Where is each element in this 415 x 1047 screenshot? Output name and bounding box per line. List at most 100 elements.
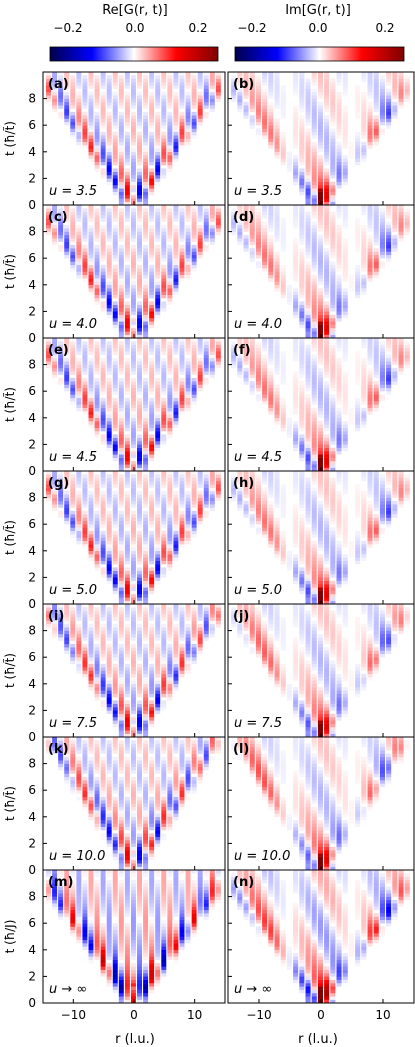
heatmap-cell [137, 574, 142, 578]
heatmap-cell [324, 118, 330, 123]
heatmap-cell [336, 238, 342, 242]
heatmap-cell [179, 471, 185, 475]
heatmap-cell [149, 534, 155, 538]
heatmap-cell [293, 238, 299, 242]
heatmap-cell [367, 211, 373, 216]
heatmap-cell [299, 391, 305, 395]
heatmap-cell [342, 115, 348, 119]
heatmap-cell [124, 480, 130, 485]
heatmap-cell [173, 338, 179, 342]
heatmap-cell [130, 411, 136, 415]
heatmap-cell [185, 95, 191, 99]
heatmap-cell [143, 254, 149, 259]
heatmap-cell [197, 78, 203, 83]
heatmap-cell [100, 338, 106, 342]
heatmap-cell [185, 394, 191, 399]
heatmap-cell [64, 361, 70, 365]
heatmap-cell [173, 108, 179, 113]
heatmap-cell [342, 377, 348, 382]
heatmap-cell [106, 298, 112, 302]
heatmap-cell [299, 211, 305, 216]
heatmap-cell [203, 208, 209, 212]
heatmap-cell [268, 278, 274, 282]
heatmap-cell [274, 121, 280, 126]
heatmap-cell [197, 351, 203, 355]
heatmap-cell [317, 238, 323, 242]
heatmap-cell [324, 268, 330, 272]
heatmap-cell [155, 534, 161, 538]
heatmap-cell [137, 490, 142, 495]
heatmap-cell [137, 374, 142, 379]
heatmap-cell [317, 467, 323, 472]
heatmap-cell [143, 550, 149, 555]
heatmap-cell [305, 371, 311, 375]
heatmap-cell [137, 155, 142, 159]
heatmap-cell [249, 364, 255, 369]
heatmap-cell [203, 221, 209, 226]
heatmap-cell [255, 131, 261, 136]
heatmap-cell [209, 108, 215, 113]
heatmap-cell [330, 291, 336, 295]
heatmap-cell [112, 554, 118, 558]
heatmap-cell [330, 434, 336, 438]
heatmap-cell [386, 214, 392, 219]
heatmap-cell [143, 148, 149, 152]
heatmap-cell [274, 347, 280, 352]
heatmap-cell [173, 274, 179, 279]
heatmap-cell [137, 121, 142, 126]
heatmap-cell [249, 258, 255, 262]
heatmap-cell [185, 241, 191, 246]
heatmap-cell [268, 494, 274, 498]
heatmap-cell [124, 125, 130, 129]
heatmap-cell [342, 88, 348, 93]
heatmap-cell [143, 427, 149, 432]
heatmap-cell [191, 115, 197, 119]
heatmap-cell [149, 567, 155, 571]
heatmap-cell [100, 248, 106, 252]
heatmap-cell [305, 274, 311, 279]
heatmap-cell [149, 121, 155, 126]
heatmap-cell [112, 244, 118, 249]
heatmap-cell [155, 574, 161, 578]
heatmap-cell [137, 158, 142, 162]
heatmap-cell [149, 72, 155, 76]
heatmap-cell [124, 434, 130, 438]
heatmap-cell [280, 88, 286, 93]
heatmap-cell [361, 155, 367, 159]
heatmap-cell [324, 294, 330, 299]
heatmap-cell [209, 85, 215, 89]
heatmap-cell [130, 238, 136, 242]
heatmap-cell [155, 567, 161, 571]
heatmap-cell [280, 544, 286, 548]
heatmap-cell [317, 328, 323, 332]
heatmap-cell [367, 264, 373, 269]
heatmap-cell [149, 141, 155, 146]
heatmap-cell [324, 128, 330, 133]
heatmap-cell [149, 178, 155, 182]
heatmap-cell [203, 341, 209, 345]
heatmap-cell [299, 98, 305, 103]
heatmap-cell [324, 291, 330, 295]
heatmap-cell [106, 78, 112, 83]
heatmap-cell [130, 347, 136, 352]
heatmap-cell [274, 397, 280, 402]
heatmap-cell [149, 570, 155, 575]
heatmap-cell [355, 427, 361, 432]
heatmap-cell [274, 550, 280, 555]
heatmap-cell [330, 294, 336, 299]
heatmap-cell [299, 95, 305, 99]
heatmap-cell [203, 504, 209, 508]
heatmap-cell [143, 411, 149, 415]
heatmap-cell [392, 95, 398, 99]
heatmap-cell [88, 517, 94, 522]
heatmap-cell [330, 454, 336, 458]
heatmap-cell [293, 381, 299, 385]
heatmap-cell [94, 550, 100, 555]
heatmap-cell [143, 328, 149, 332]
heatmap-cell [243, 514, 249, 518]
heatmap-cell [143, 434, 149, 438]
heatmap-cell [324, 81, 330, 86]
heatmap-cell [137, 444, 142, 448]
heatmap-cell [179, 384, 185, 389]
heatmap-cell [185, 138, 191, 143]
